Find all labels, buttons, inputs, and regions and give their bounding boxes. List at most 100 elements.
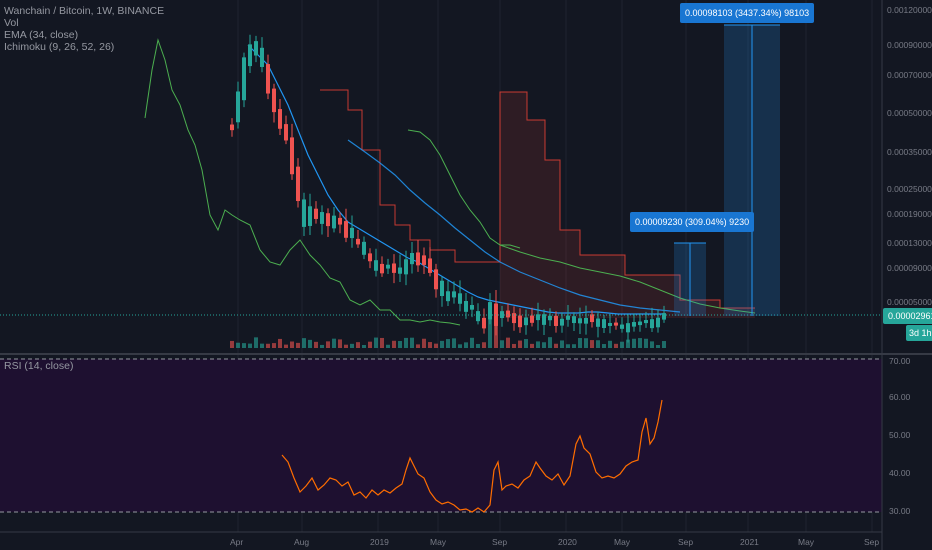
candle-body: [482, 317, 486, 329]
candle-body: [242, 57, 246, 101]
candle-body: [650, 319, 654, 329]
volume-bar: [440, 340, 444, 348]
candle-body: [290, 137, 294, 175]
candle-body: [440, 280, 444, 297]
candle-body: [356, 238, 360, 245]
price-tick-label: 0.00050000: [887, 108, 932, 118]
time-tick-label: May: [614, 537, 631, 547]
baseline-curve: [347, 139, 681, 313]
projection-box-1[interactable]: [674, 242, 706, 316]
ichimoku-span-b: [320, 89, 755, 309]
candle-body: [266, 64, 270, 94]
candle-body: [488, 302, 492, 320]
candle-body: [260, 47, 264, 67]
candle-body: [626, 323, 630, 333]
candle-body: [638, 321, 642, 326]
volume-bar: [278, 338, 282, 348]
volume-bar: [326, 341, 330, 348]
volume-bar: [392, 340, 396, 348]
volume-bar: [410, 337, 414, 348]
volume-bar: [434, 343, 438, 348]
volume-bar: [356, 342, 360, 348]
legend-ema[interactable]: EMA (34, close): [4, 29, 79, 41]
volume-bar: [296, 342, 300, 348]
rsi-tick-label: 40.00: [889, 468, 911, 478]
countdown-badge: 3d 1h: [906, 325, 932, 341]
candle-body: [236, 91, 240, 123]
rsi-band: [0, 359, 882, 512]
volume-bar: [560, 340, 564, 348]
candle-body: [548, 315, 552, 321]
time-tick-label: Sep: [678, 537, 694, 547]
candle-body: [662, 313, 666, 320]
candle-body: [284, 124, 288, 141]
volume-bar: [458, 344, 462, 348]
price-tick-label: 0.00090000: [887, 40, 932, 50]
target-2-label[interactable]: 0.00098103 (3437.34%) 98103: [680, 3, 815, 23]
time-tick-label: Aug: [294, 537, 310, 547]
volume-bar: [308, 339, 312, 348]
legend-volume[interactable]: Vol: [4, 17, 19, 29]
candle-body: [308, 206, 312, 226]
candle-body: [578, 318, 582, 324]
volume-bars: [230, 314, 666, 348]
candle-body: [350, 227, 354, 239]
time-tick-label: 2020: [558, 537, 577, 547]
candle-body: [632, 322, 636, 327]
candle-body: [296, 166, 300, 202]
candle-body: [392, 263, 396, 273]
candle-body: [572, 316, 576, 324]
candle-body: [620, 324, 624, 329]
volume-bar: [320, 344, 324, 348]
volume-bar: [314, 341, 318, 348]
candle-body: [518, 315, 522, 328]
kumo-cloud: [320, 89, 756, 318]
time-tick-label: 2019: [370, 537, 389, 547]
rsi-legend[interactable]: RSI (14, close): [4, 360, 74, 372]
volume-bar: [236, 342, 240, 348]
rsi-tick-label: 60.00: [889, 392, 911, 402]
price-tick-label: 0.00025000: [887, 184, 932, 194]
projection-box-2[interactable]: [724, 24, 780, 316]
volume-bar: [242, 343, 246, 348]
volume-bar: [488, 314, 492, 348]
ichimoku-span-a: [499, 244, 756, 314]
legend-ichimoku[interactable]: Ichimoku (9, 26, 52, 26): [4, 41, 115, 53]
volume-bar: [602, 344, 606, 348]
candle-body: [446, 291, 450, 302]
candle-body: [272, 88, 276, 113]
volume-bar: [254, 337, 258, 348]
candle-body: [230, 124, 234, 131]
volume-bar: [386, 344, 390, 348]
current-price-badge: 0.00002961: [883, 308, 932, 324]
volume-bar: [230, 340, 234, 348]
price-tick-label: 0.00019000: [887, 209, 932, 219]
candle-body: [590, 314, 594, 323]
candle-body: [422, 255, 426, 265]
candle-body: [278, 109, 282, 129]
candle-body: [434, 269, 438, 290]
target-1-label[interactable]: 0.00009230 (309.04%) 9230: [630, 212, 755, 232]
candle-body: [524, 317, 528, 326]
rsi-tick-label: 50.00: [889, 430, 911, 440]
legend-symbol[interactable]: Wanchain / Bitcoin, 1W, BINANCE: [4, 5, 165, 17]
candle-body: [362, 241, 366, 255]
candle-body: [254, 41, 258, 56]
volume-bar: [380, 337, 384, 348]
time-tick-label: Apr: [230, 537, 244, 547]
candle-body: [536, 314, 540, 321]
candle-body: [302, 199, 306, 227]
price-tick-label: 0.00005000: [887, 297, 932, 307]
volume-bar: [362, 344, 366, 348]
volume-bar: [572, 344, 576, 348]
time-tick-label: 2021: [740, 537, 759, 547]
candle-body: [602, 319, 606, 328]
candle-body: [560, 318, 564, 326]
candle-body: [380, 263, 384, 274]
candle-body: [404, 259, 408, 275]
volume-bar: [338, 339, 342, 348]
time-tick-label: Sep: [492, 537, 508, 547]
volume-bar: [548, 337, 552, 348]
